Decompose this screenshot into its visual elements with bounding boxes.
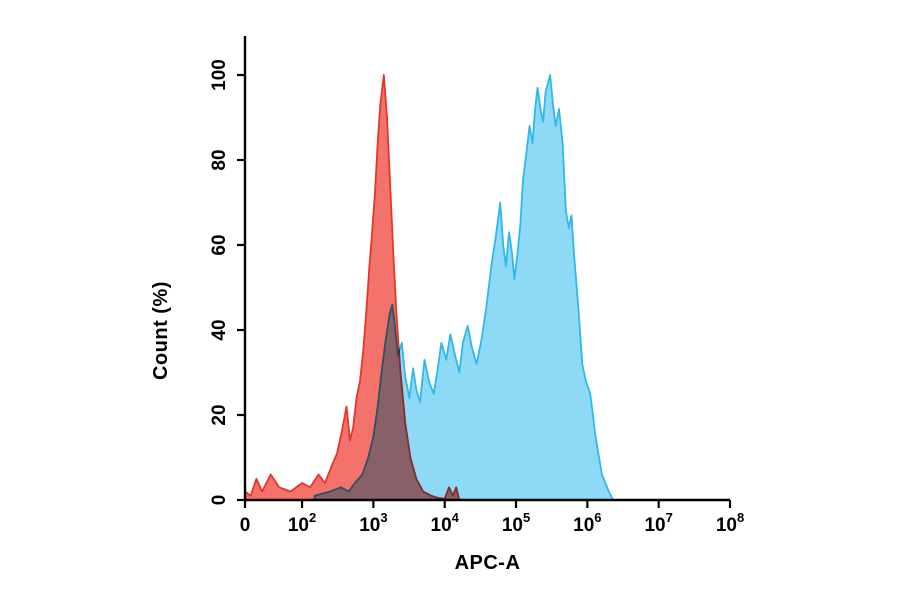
y-axis-title: Count (%) [150,281,172,380]
y-tick-label: 20 [209,404,230,425]
y-tick-label: 0 [209,495,230,506]
x-tick-label: 105 [502,510,530,536]
x-tick-label: 103 [359,510,387,536]
y-tick-label: 60 [209,234,230,255]
y-tick-label: 40 [209,319,230,340]
x-tick-label: 0 [240,515,251,536]
x-axis-title: APC-A [454,552,521,574]
y-tick-label: 80 [209,149,230,170]
x-tick-label: 104 [431,510,460,536]
x-tick-label: 106 [573,510,601,536]
x-tick-label: 107 [644,510,672,536]
red-control-sample-area [244,74,461,501]
x-tick-label: 102 [288,510,316,536]
y-tick-label: 100 [209,59,230,91]
x-tick-label: 108 [716,510,744,536]
